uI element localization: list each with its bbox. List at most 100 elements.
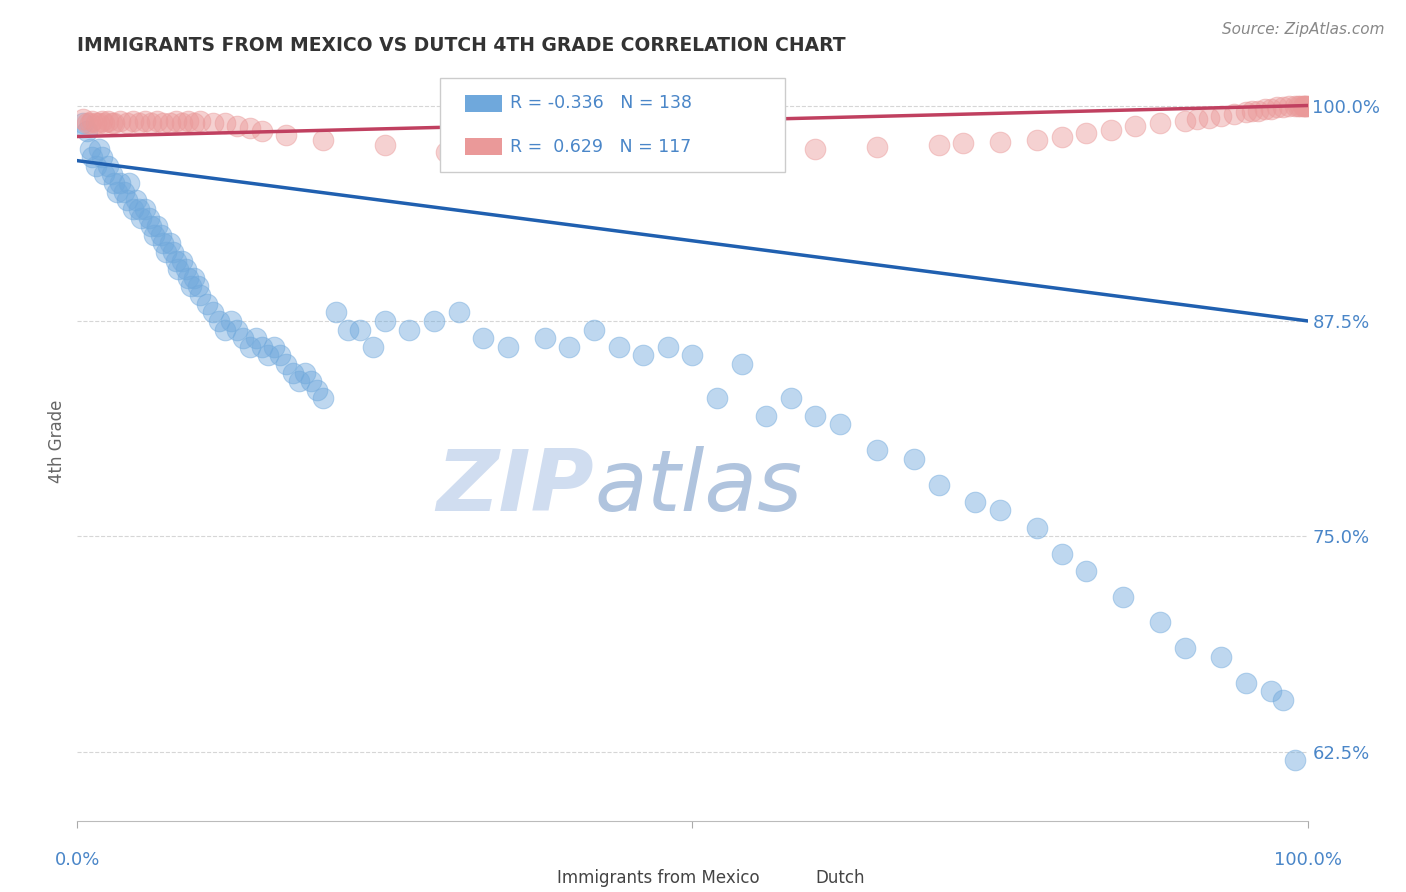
Point <box>250 340 273 354</box>
Point <box>183 116 205 130</box>
Point <box>1292 98 1315 112</box>
Point <box>183 270 205 285</box>
Point <box>374 314 396 328</box>
Point <box>447 305 470 319</box>
Point <box>226 322 249 336</box>
Y-axis label: 4th Grade: 4th Grade <box>48 400 66 483</box>
Point <box>804 142 827 156</box>
Point <box>141 219 163 234</box>
Point <box>263 340 285 354</box>
Point <box>232 331 254 345</box>
Text: Source: ZipAtlas.com: Source: ZipAtlas.com <box>1222 22 1385 37</box>
Point <box>219 314 242 328</box>
Point <box>159 236 181 251</box>
FancyBboxPatch shape <box>520 870 551 887</box>
Point <box>105 185 128 199</box>
Point <box>103 116 125 130</box>
Point <box>1112 590 1135 604</box>
Point <box>534 331 557 345</box>
Point <box>128 202 150 216</box>
Point <box>1198 111 1220 125</box>
Point <box>1260 102 1282 116</box>
Point <box>1295 98 1317 112</box>
Point <box>142 227 165 242</box>
Point <box>1278 98 1301 112</box>
Point <box>731 357 754 371</box>
Point <box>1272 100 1295 114</box>
Point <box>97 159 120 173</box>
Point <box>657 340 679 354</box>
Point <box>214 322 236 336</box>
Point <box>177 270 200 285</box>
Point <box>1253 102 1275 116</box>
Point <box>988 503 1011 517</box>
Point <box>90 114 114 128</box>
Point <box>174 262 197 277</box>
Point <box>226 119 249 133</box>
Point <box>112 185 135 199</box>
Point <box>180 279 202 293</box>
Point <box>312 133 335 147</box>
Point <box>103 176 125 190</box>
Point <box>558 340 581 354</box>
Point <box>398 322 420 336</box>
Text: atlas: atlas <box>595 445 801 529</box>
Point <box>110 114 132 128</box>
Point <box>89 142 111 156</box>
Point <box>1125 119 1147 133</box>
Point <box>1296 98 1319 112</box>
Point <box>129 211 153 225</box>
Point <box>1076 564 1098 578</box>
Point <box>1076 126 1098 140</box>
Point <box>138 211 160 225</box>
Point <box>141 116 163 130</box>
Point <box>245 331 267 345</box>
Point <box>1174 641 1197 656</box>
Point <box>146 219 169 234</box>
Point <box>1234 105 1257 120</box>
Point <box>780 392 803 406</box>
Point <box>97 114 120 128</box>
Point <box>1260 684 1282 698</box>
Point <box>84 116 107 130</box>
Point <box>1284 753 1306 767</box>
Point <box>952 136 974 151</box>
Point <box>90 150 114 164</box>
Point <box>281 366 304 380</box>
Point <box>250 124 273 138</box>
Point <box>155 244 177 259</box>
Point <box>1050 129 1073 144</box>
Point <box>214 116 236 130</box>
Point <box>1286 98 1309 112</box>
Point <box>257 348 280 362</box>
Point <box>307 383 329 397</box>
Point <box>583 322 606 336</box>
Point <box>706 392 728 406</box>
Point <box>152 116 174 130</box>
Point <box>928 477 950 491</box>
Point <box>1026 521 1049 535</box>
Point <box>423 314 446 328</box>
Point <box>146 114 169 128</box>
FancyBboxPatch shape <box>465 138 502 155</box>
Point <box>1174 114 1197 128</box>
Point <box>1234 675 1257 690</box>
Point <box>201 116 224 130</box>
Point <box>1289 98 1312 112</box>
Point <box>170 116 193 130</box>
Point <box>1292 98 1315 112</box>
Point <box>93 116 115 130</box>
Text: R =  0.629   N = 117: R = 0.629 N = 117 <box>510 137 692 155</box>
Point <box>299 374 322 388</box>
Point <box>134 114 156 128</box>
Point <box>496 340 519 354</box>
Point <box>866 443 889 458</box>
Point <box>607 340 630 354</box>
Point <box>188 114 212 128</box>
Point <box>1223 107 1246 121</box>
Point <box>150 227 173 242</box>
Point <box>804 409 827 423</box>
Point <box>312 392 335 406</box>
Point <box>188 288 212 302</box>
Point <box>82 150 104 164</box>
